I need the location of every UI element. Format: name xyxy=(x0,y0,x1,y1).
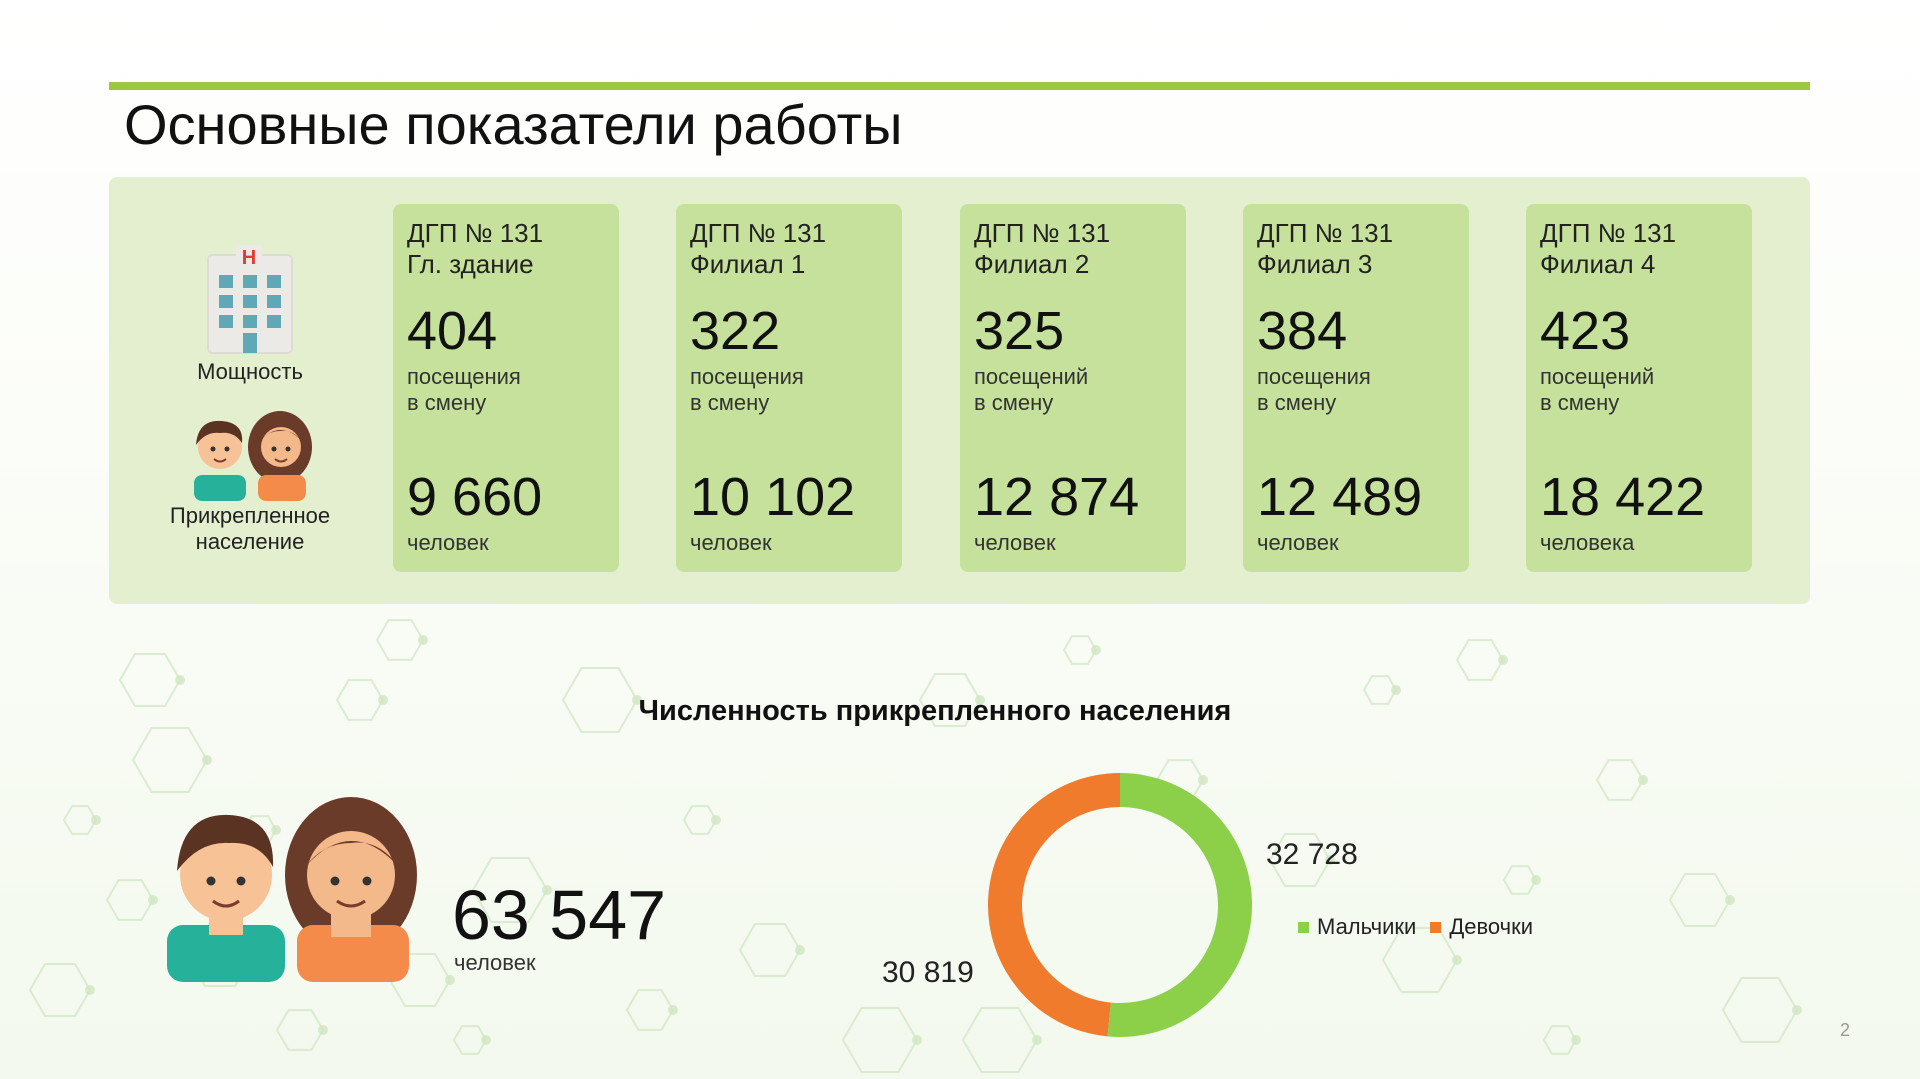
visits-per-shift-unit: посещения в смену xyxy=(407,364,521,415)
legend-label-boys: Мальчики xyxy=(1317,914,1417,939)
metrics-legend: H Мощность Прикрепленное население xyxy=(140,245,360,555)
data-label-girls: 30 819 xyxy=(882,956,974,989)
hospital-icon: H xyxy=(207,245,293,354)
legend-swatch-girls xyxy=(1430,921,1442,933)
legend-swatch-boys xyxy=(1298,921,1309,933)
branch-card: ДГП № 131 Филиал 1 322 посещения в смену 10… xyxy=(676,204,902,572)
total-population-value: 63 547 xyxy=(452,876,667,954)
children-icon xyxy=(194,411,312,501)
attached-population-unit: человека xyxy=(1540,530,1635,555)
chart-legend: Мальчики Девочки xyxy=(1298,914,1533,940)
attached-population-unit: человек xyxy=(1257,530,1339,555)
branch-card-title: ДГП № 131 Филиал 1 xyxy=(690,218,827,279)
total-population-unit: человек xyxy=(454,950,536,975)
legend-label-girls: Девочки xyxy=(1449,914,1534,939)
page-number: 2 xyxy=(1840,1020,1851,1040)
visits-per-shift-value: 322 xyxy=(690,301,781,361)
svg-text:H: H xyxy=(242,247,256,269)
branch-card-title: ДГП № 131 Филиал 4 xyxy=(1540,218,1677,279)
visits-per-shift-value: 384 xyxy=(1257,301,1348,361)
title-underline xyxy=(109,82,1810,90)
visits-per-shift-unit: посещений в смену xyxy=(974,364,1089,415)
data-label-boys: 32 728 xyxy=(1266,838,1358,871)
branch-card-title: ДГП № 131 Гл. здание xyxy=(407,218,544,279)
branch-card: ДГП № 131 Филиал 4 423 посещений в смену 18… xyxy=(1526,204,1752,572)
attached-population-value: 18 422 xyxy=(1540,467,1706,527)
population-label: Прикрепленное население xyxy=(169,503,331,554)
branch-card: ДГП № 131 Филиал 2 325 посещений в смену 12… xyxy=(960,204,1186,572)
donut-slice-boys xyxy=(1107,773,1252,1037)
visits-per-shift-value: 325 xyxy=(974,301,1065,361)
visits-per-shift-value: 423 xyxy=(1540,301,1631,361)
branch-card-title: ДГП № 131 Филиал 3 xyxy=(1257,218,1394,279)
chart-title: Численность прикрепленного населения xyxy=(638,695,1232,727)
branch-card: ДГП № 131 Филиал 3 384 посещения в смену 12… xyxy=(1243,204,1469,572)
attached-population-value: 9 660 xyxy=(407,467,543,527)
visits-per-shift-unit: посещений в смену xyxy=(1540,364,1655,415)
children-large-icon xyxy=(167,797,417,982)
attached-population-unit: человек xyxy=(407,530,489,555)
visits-per-shift-value: 404 xyxy=(407,301,498,361)
population-donut-chart xyxy=(987,773,1252,1037)
attached-population-unit: человек xyxy=(690,530,772,555)
donut-slice-girls xyxy=(987,773,1120,1037)
attached-population-value: 12 489 xyxy=(1257,467,1423,527)
visits-per-shift-unit: посещения в смену xyxy=(1257,364,1371,415)
branch-card-title: ДГП № 131 Филиал 2 xyxy=(974,218,1111,279)
attached-population-unit: человек xyxy=(974,530,1056,555)
attached-population-value: 10 102 xyxy=(690,467,856,527)
visits-per-shift-unit: посещения в смену xyxy=(690,364,804,415)
attached-population-value: 12 874 xyxy=(974,467,1140,527)
page-title: Основные показатели работы xyxy=(124,93,903,156)
branch-card: ДГП № 131 Гл. здание 404 посещения в смену… xyxy=(393,204,619,572)
capacity-label: Мощность xyxy=(197,359,303,384)
